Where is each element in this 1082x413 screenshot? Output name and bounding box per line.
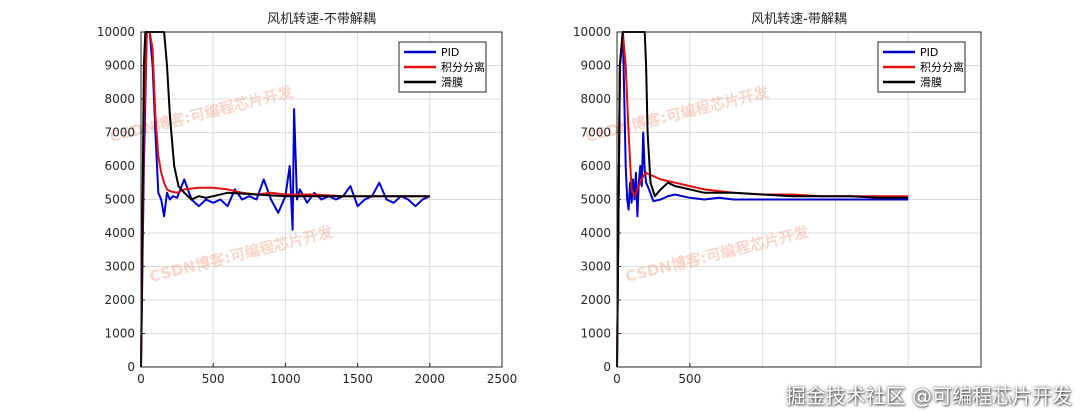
y-tick-label: 6000 <box>580 159 611 173</box>
x-tick-label: 0 <box>137 372 145 386</box>
footer-watermark: 掘金技术社区 @可编程芯片开发 <box>785 384 1072 408</box>
x-tick-label: 0 <box>613 372 621 386</box>
x-tick-label: 2500 <box>487 372 518 386</box>
x-tick-label: 1500 <box>342 372 373 386</box>
y-tick-label: 6000 <box>104 159 135 173</box>
legend-label: 积分分离 <box>441 60 485 74</box>
y-tick-label: 2000 <box>580 293 611 307</box>
y-tick-label: 10000 <box>97 25 135 39</box>
chart-title: 风机转速-带解耦 <box>751 12 847 27</box>
series-line <box>140 31 430 368</box>
y-tick-label: 3000 <box>104 260 135 274</box>
y-tick-label: 1000 <box>104 327 135 341</box>
x-tick-label: 1000 <box>270 372 301 386</box>
y-tick-label: 0 <box>127 360 135 374</box>
y-tick-label: 0 <box>603 360 611 374</box>
y-tick-label: 8000 <box>104 92 135 106</box>
y-tick-label: 7000 <box>580 126 611 140</box>
y-tick-label: 9000 <box>104 59 135 73</box>
y-tick-label: 4000 <box>580 226 611 240</box>
legend-label: 积分分离 <box>920 60 964 74</box>
chart-2: CSDN博客:可编程芯片开发CSDN博客:可编程芯片开发010002000300… <box>573 12 982 386</box>
y-tick-label: 8000 <box>580 92 611 106</box>
legend-label: 滑膜 <box>441 76 463 89</box>
y-tick-label: 4000 <box>104 226 135 240</box>
x-tick-label: 2000 <box>415 372 446 386</box>
grid <box>141 32 502 367</box>
y-tick-label: 2000 <box>104 293 135 307</box>
y-tick-label: 5000 <box>104 193 135 207</box>
y-tick-label: 5000 <box>580 193 611 207</box>
y-tick-label: 7000 <box>104 126 135 140</box>
x-tick-label: 500 <box>678 372 701 386</box>
x-tick-label: 500 <box>202 372 225 386</box>
y-tick-label: 3000 <box>580 260 611 274</box>
chart-title: 风机转速-不带解耦 <box>267 12 376 27</box>
chart-1: CSDN博客:可编程芯片开发CSDN博客:可编程芯片开发010002000300… <box>97 12 517 386</box>
y-tick-label: 10000 <box>573 25 611 39</box>
y-tick-label: 9000 <box>580 59 611 73</box>
legend-label: PID <box>920 46 938 59</box>
legend-label: PID <box>441 46 459 59</box>
series-line <box>616 31 909 368</box>
series-line <box>140 31 431 368</box>
legend-label: 滑膜 <box>920 76 942 89</box>
y-tick-label: 1000 <box>580 327 611 341</box>
series-line <box>616 31 909 368</box>
